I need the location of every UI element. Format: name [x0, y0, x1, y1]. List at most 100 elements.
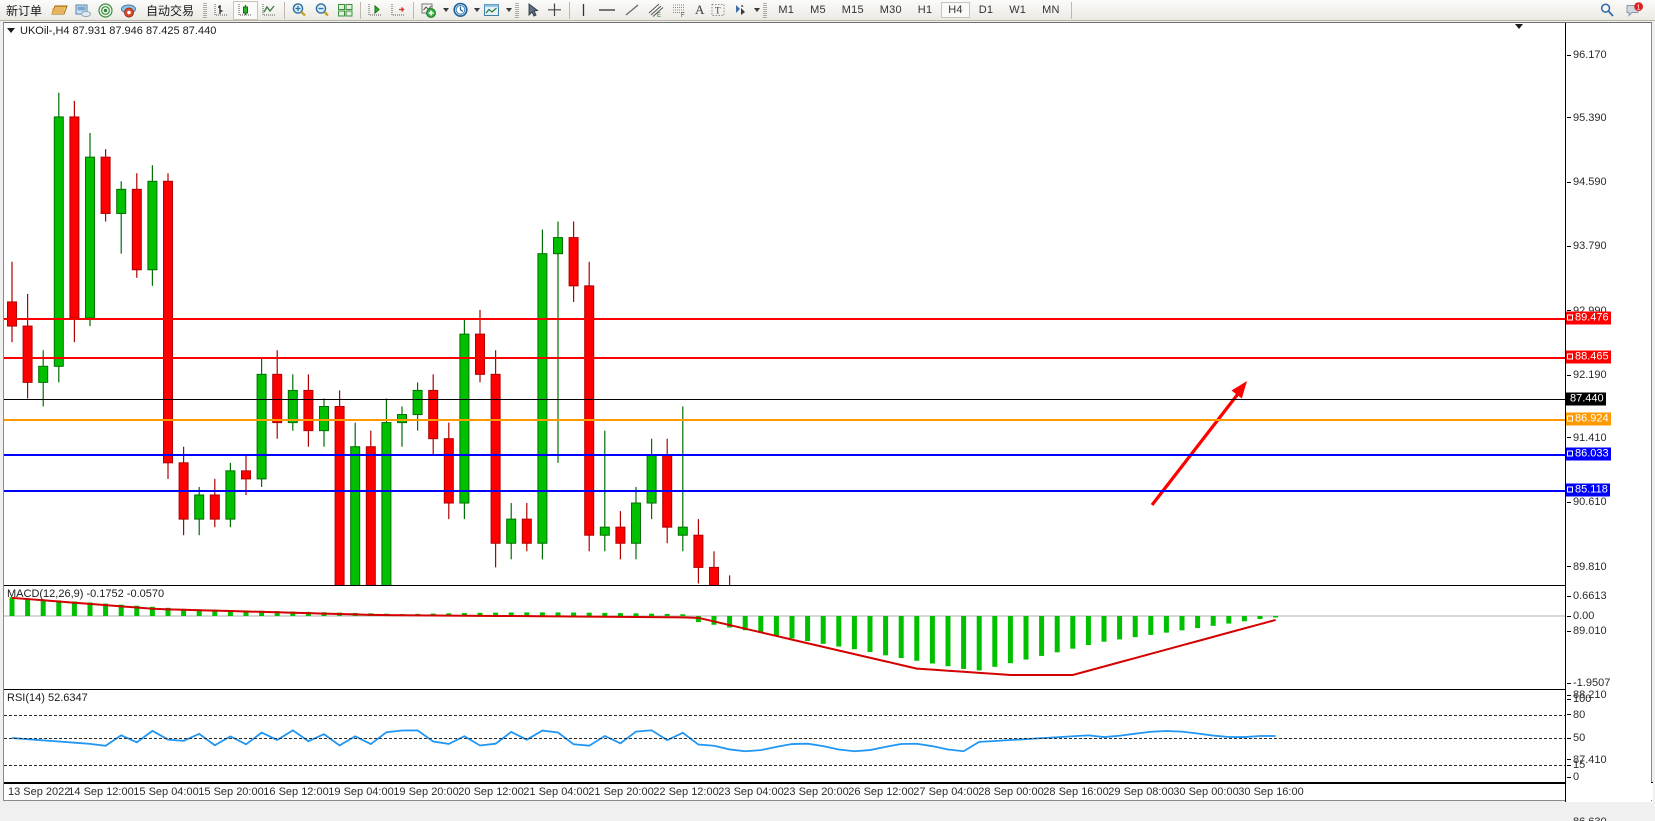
- time-scale[interactable]: 13 Sep 2022 14 Sep 12:00 15 Sep 04:00 15 Se…: [4, 782, 1653, 800]
- line-drag-handle[interactable]: [1567, 353, 1573, 360]
- toolbar-divider-2: [360, 1, 362, 19]
- new-order-button[interactable]: 新订单: [0, 1, 48, 20]
- macd-tick: 0.6613: [1567, 590, 1607, 602]
- indicator-dropdown-caret[interactable]: [443, 8, 450, 12]
- folder-icon[interactable]: [48, 1, 71, 20]
- chart-menu-caret-icon[interactable]: [7, 28, 15, 33]
- vertical-line-icon[interactable]: [573, 1, 594, 20]
- line-drag-handle[interactable]: [1567, 314, 1573, 321]
- candle-chart-icon[interactable]: [233, 0, 259, 20]
- price-tick-label: 91.410: [1573, 431, 1607, 444]
- price-line-value: 89.476: [1575, 311, 1609, 324]
- rsi-pane-separator-bottom: [4, 783, 1567, 784]
- price-line-resistance-1[interactable]: [4, 318, 1567, 320]
- price-line-label-resistance-2[interactable]: 88.465: [1566, 350, 1611, 364]
- zoom-in-icon[interactable]: [288, 1, 311, 20]
- macd-plot: [4, 596, 1567, 676]
- price-tick: 92.190: [1567, 369, 1607, 381]
- templates-icon[interactable]: [480, 1, 504, 20]
- chart-window[interactable]: UKOil-,H4 87.931 87.946 87.425 87.440 96…: [3, 22, 1653, 821]
- crosshair-icon[interactable]: [543, 1, 566, 20]
- timeframe-m30[interactable]: M30: [879, 4, 902, 16]
- timeframe-h1[interactable]: H1: [917, 4, 933, 16]
- time-axis-label: 28 Sep 16:00: [1043, 786, 1109, 798]
- price-scale[interactable]: 96.17095.39094.59093.79092.99092.19091.4…: [1565, 23, 1651, 821]
- objects-list-icon[interactable]: [729, 1, 752, 20]
- price-tick-label: 87.410: [1573, 753, 1607, 766]
- timeframe-m15[interactable]: M15: [841, 4, 864, 16]
- horizontal-line-icon[interactable]: [594, 1, 620, 20]
- signals-icon[interactable]: [94, 1, 117, 20]
- rsi-tick-label: 0: [1573, 771, 1580, 783]
- toolbar-grip-2[interactable]: [515, 2, 520, 18]
- templates-dropdown-caret[interactable]: [506, 8, 513, 12]
- tile-windows-icon[interactable]: [334, 1, 357, 20]
- timeframe-m5[interactable]: M5: [810, 4, 826, 16]
- rsi-plot: [11, 729, 1276, 753]
- equidistant-channel-icon[interactable]: E: [644, 1, 668, 20]
- price-line-label-support-2[interactable]: 85.118: [1566, 483, 1610, 497]
- toolbar-grip-3[interactable]: [763, 2, 768, 18]
- chart-scroll-caret-icon[interactable]: [1515, 24, 1523, 29]
- time-axis-label: 19 Sep 04:00: [328, 786, 394, 798]
- price-line-label-support-1[interactable]: 86.033: [1566, 447, 1611, 461]
- chat-bubble-icon[interactable]: 1: [1622, 1, 1647, 20]
- line-chart-icon[interactable]: [258, 1, 281, 20]
- autotrade-button[interactable]: 自动交易: [140, 1, 200, 20]
- price-tick: 90.610: [1567, 496, 1607, 508]
- macd-signal-line: [11, 596, 1276, 676]
- rsi-tick-label: 50: [1573, 732, 1586, 744]
- price-line-value: 87.440: [1570, 392, 1604, 405]
- price-line-value: 86.033: [1575, 447, 1609, 460]
- time-axis-label: 30 Sep 00:00: [1173, 786, 1239, 798]
- price-line-resistance-2[interactable]: [4, 357, 1567, 359]
- time-axis-label: 26 Sep 12:00: [848, 786, 914, 798]
- shift-chart-icon[interactable]: [364, 1, 387, 20]
- period-clock-icon[interactable]: [449, 1, 472, 20]
- timeframe-mn[interactable]: MN: [1042, 4, 1060, 16]
- trendline-icon[interactable]: [620, 1, 644, 20]
- print-preview-icon[interactable]: [71, 1, 94, 20]
- cursor-icon[interactable]: [522, 1, 543, 20]
- svg-text:1: 1: [1637, 4, 1641, 11]
- timeframe-m1[interactable]: M1: [778, 4, 795, 16]
- rsi-tick: 15: [1567, 759, 1585, 771]
- period-dropdown-caret[interactable]: [474, 8, 481, 12]
- objects-dropdown-caret[interactable]: [754, 8, 761, 12]
- price-line-support-1[interactable]: [4, 454, 1567, 456]
- timeframe-d1[interactable]: D1: [978, 4, 994, 16]
- price-tick-label: 88.210: [1573, 689, 1607, 702]
- autoscroll-icon[interactable]: [387, 1, 410, 20]
- price-line-pivot[interactable]: [4, 419, 1567, 421]
- main-toolbar: 新订单: [0, 0, 1655, 21]
- macd-pane[interactable]: [4, 587, 1567, 689]
- line-drag-handle[interactable]: [1567, 450, 1573, 457]
- zoom-out-icon[interactable]: [311, 1, 334, 20]
- bar-chart-icon[interactable]: [210, 1, 233, 20]
- time-axis-label: 14 Sep 12:00: [68, 786, 134, 798]
- autotrade-shield-icon[interactable]: [117, 1, 140, 20]
- price-line-label-resistance-1[interactable]: 89.476: [1566, 311, 1611, 325]
- price-line-label-pivot[interactable]: 86.924: [1566, 412, 1611, 426]
- price-pane[interactable]: [4, 23, 1567, 585]
- rsi-pane[interactable]: [4, 691, 1567, 783]
- timeframe-w1[interactable]: W1: [1009, 4, 1027, 16]
- macd-tick: 0.00: [1567, 610, 1594, 622]
- price-line-label-current-price[interactable]: 87.440: [1566, 392, 1606, 406]
- rsi-tick: 50: [1567, 732, 1585, 744]
- price-tick: 95.390: [1567, 112, 1607, 124]
- text-icon[interactable]: A: [695, 2, 705, 17]
- text-label-icon[interactable]: T: [707, 1, 729, 20]
- rsi-level-80: [4, 714, 1567, 716]
- price-line-support-2[interactable]: [4, 490, 1567, 492]
- add-indicator-icon[interactable]: [417, 1, 441, 20]
- search-icon[interactable]: [1596, 1, 1618, 20]
- fibonacci-icon[interactable]: F: [668, 1, 692, 20]
- line-drag-handle[interactable]: [1567, 415, 1573, 422]
- rsi-tick-label: 15: [1573, 759, 1586, 772]
- timeframe-h4[interactable]: H4: [941, 2, 970, 18]
- line-drag-handle[interactable]: [1567, 486, 1573, 493]
- price-tick-label: 86.630: [1573, 816, 1607, 821]
- toolbar-grip-1[interactable]: [203, 2, 208, 18]
- price-line-current-price[interactable]: [4, 399, 1567, 400]
